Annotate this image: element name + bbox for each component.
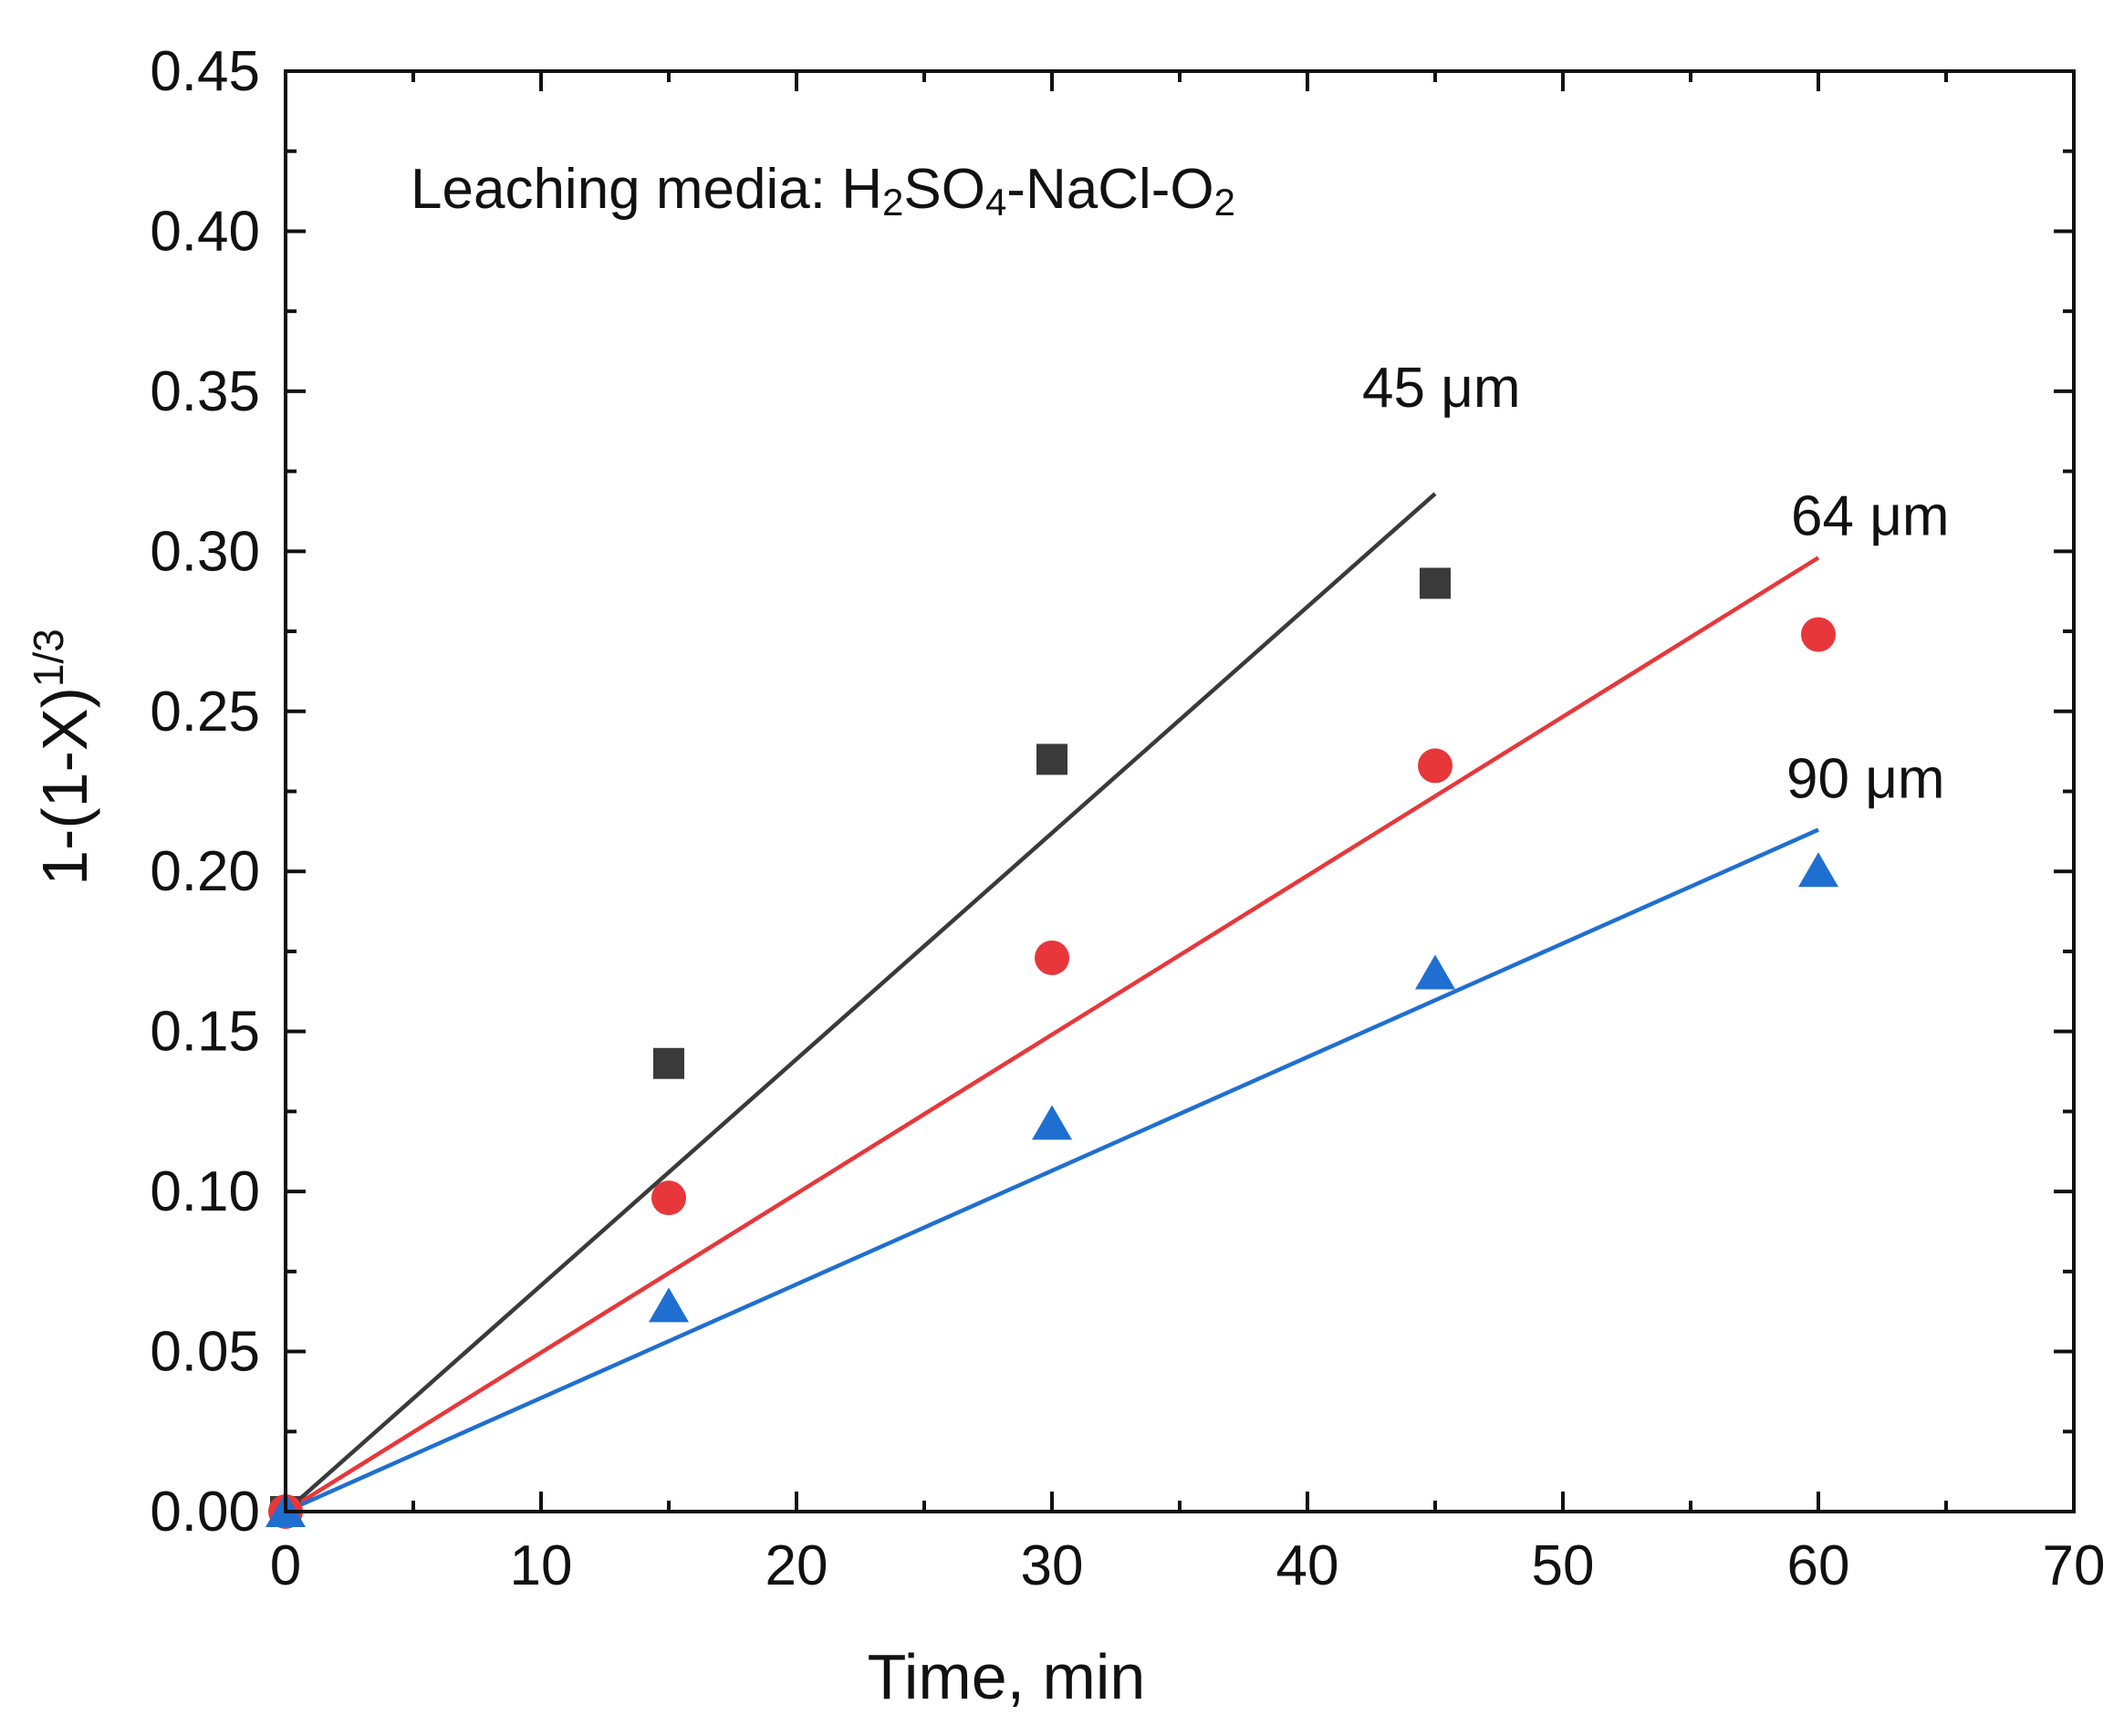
series-label: 90 μm [1786, 748, 1945, 811]
x-tick-label: 10 [510, 1534, 573, 1597]
data-point-circle [1801, 617, 1836, 652]
fit-line [284, 492, 1437, 1513]
annotation-sub2: 4 [985, 181, 1006, 223]
x-tick-label: 0 [270, 1534, 301, 1597]
y-tick-label: 0.35 [150, 360, 260, 423]
series-label: 45 μm [1362, 357, 1521, 420]
y-tick-label: 0.30 [150, 520, 260, 583]
data-point-triangle [1032, 1105, 1072, 1140]
annotation-mid2: -NaCl-O [1006, 158, 1213, 221]
y-tick-label: 0.15 [150, 1001, 260, 1064]
data-point-circle [1035, 940, 1069, 975]
y-tick-label: 0.10 [150, 1160, 260, 1223]
data-point-square [1036, 743, 1067, 775]
data-point-circle [1418, 748, 1452, 784]
y-axis-title-superscript: 1/3 [25, 629, 72, 687]
data-point-triangle [1798, 852, 1838, 888]
fit-line [284, 556, 1820, 1513]
y-axis-title: 1-(1-X)1/3 [25, 629, 100, 886]
y-tick-label: 0.20 [150, 840, 260, 903]
leaching-media-annotation: Leaching media: H2SO4-NaCl-O2 [411, 158, 1235, 223]
tick-labels: 0 10 20 30 40 50 60 70 0.00 0.05 0.10 0.15 0.20 0.25 0… [150, 40, 2105, 1597]
series-label: 64 μm [1791, 484, 1950, 547]
x-tick-label: 20 [765, 1534, 828, 1597]
y-tick-label: 0.05 [150, 1321, 260, 1384]
plot-frame [284, 69, 2076, 1513]
x-tick-label: 40 [1276, 1534, 1339, 1597]
data-point-triangle [649, 1287, 689, 1323]
annotation-prefix: Leaching media: H [411, 158, 882, 221]
data-point-triangle [1415, 954, 1455, 990]
fit-lines [284, 492, 1820, 1514]
series-labels: 45 μm 64 μm 90 μm [1362, 357, 1950, 810]
data-point-square [1420, 567, 1451, 599]
x-tick-label: 70 [2043, 1534, 2106, 1597]
annotation-sub3: 2 [1214, 181, 1235, 223]
annotation-sub1: 2 [882, 181, 903, 223]
data-markers [266, 567, 1838, 1529]
y-tick-label: 0.40 [150, 200, 260, 263]
data-point-circle [651, 1180, 686, 1216]
data-point-square [653, 1047, 684, 1079]
x-tick-label: 50 [1532, 1534, 1595, 1597]
x-tick-label: 30 [1021, 1534, 1084, 1597]
y-axis-title-main: 1-(1-X) [29, 687, 100, 886]
annotation-mid1: SO [903, 158, 985, 221]
fit-line [285, 827, 1819, 1514]
x-axis-title: Time, min [868, 1641, 1146, 1712]
y-tick-label: 0.25 [150, 681, 260, 743]
x-tick-label: 60 [1787, 1534, 1850, 1597]
y-tick-label: 0.45 [150, 40, 260, 103]
y-tick-label: 0.00 [150, 1481, 260, 1544]
